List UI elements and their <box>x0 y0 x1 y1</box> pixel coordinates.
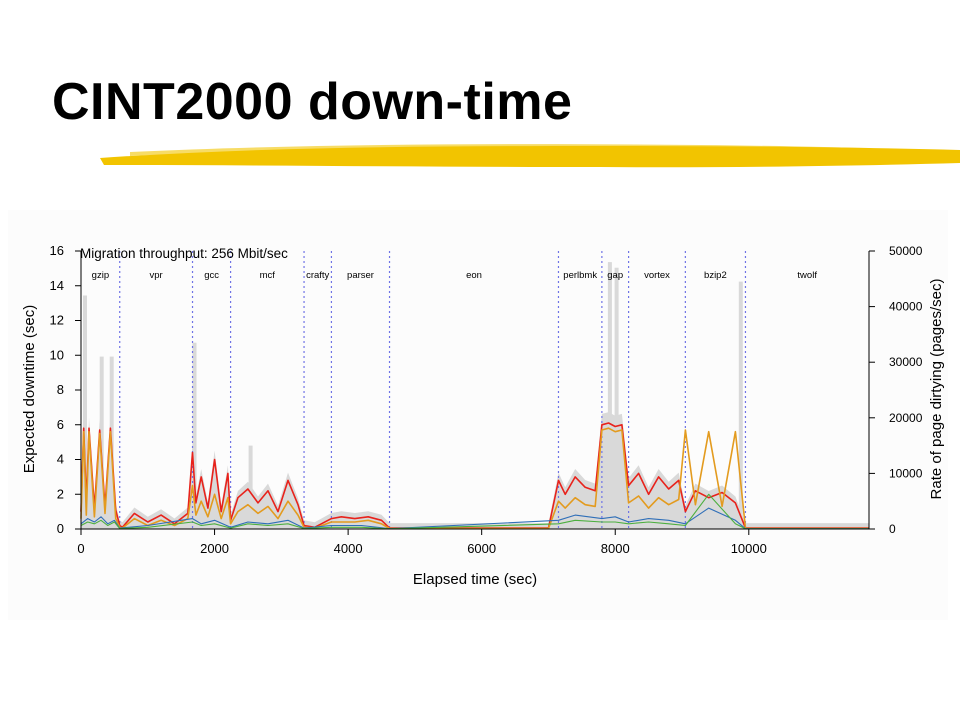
benchmark-label: mcf <box>260 270 276 281</box>
y-tick-label: 0 <box>57 521 64 536</box>
benchmark-label: twolf <box>797 270 817 281</box>
benchmark-label: vortex <box>644 270 670 281</box>
x-axis-label: Elapsed time (sec) <box>413 571 537 588</box>
dirty-rate-spike <box>99 356 104 529</box>
slide-title: CINT2000 down-time <box>52 73 573 131</box>
x-tick-label: 2000 <box>200 541 229 556</box>
y2-tick-label: 20000 <box>889 411 923 425</box>
dirty-rate-spike <box>614 267 619 529</box>
y-tick-label: 10 <box>50 347 64 362</box>
axis-layer: 0 2000 4000 6000 8000 10000 0 2 4 6 8 10 12 14 16 0 1000… <box>50 243 923 556</box>
y-axis-label: Expected downtime (sec) <box>21 305 38 473</box>
y2-tick-label: 40000 <box>889 300 923 314</box>
y2-axis-label: Rate of page dirtying (pages/sec) <box>928 279 945 500</box>
dirty-rate-area <box>81 412 869 529</box>
chart-panel <box>8 210 948 620</box>
benchmark-label: perlbmk <box>563 270 597 281</box>
dirty-rate-spike <box>738 281 743 529</box>
benchmark-label: crafty <box>306 270 329 281</box>
benchmark-label: gap <box>607 270 623 281</box>
y-tick-label: 16 <box>50 243 64 258</box>
y-tick-label: 2 <box>57 486 64 501</box>
benchmark-label: eon <box>466 270 482 281</box>
x-tick-label: 0 <box>77 541 84 556</box>
x-tick-label: 8000 <box>601 541 630 556</box>
title-underline-streak <box>130 144 945 156</box>
downtime-series-high <box>80 422 869 529</box>
y-tick-label: 6 <box>57 417 64 432</box>
y2-tick-label: 0 <box>889 522 896 536</box>
y-tick-label: 8 <box>57 382 64 397</box>
benchmark-label: bzip2 <box>704 270 727 281</box>
benchmark-label: parser <box>347 270 374 281</box>
y2-tick-label: 30000 <box>889 355 923 369</box>
x-tick-label: 10000 <box>731 541 767 556</box>
chart-title: Migration throughput: 256 Mbit/sec <box>80 246 288 261</box>
y-tick-label: 12 <box>50 313 64 328</box>
benchmark-label: gcc <box>204 270 219 281</box>
benchmark-label: gzip <box>92 270 109 281</box>
y-tick-label: 4 <box>57 452 64 467</box>
downtime-series-mid <box>80 427 869 530</box>
y2-tick-label: 50000 <box>889 244 923 258</box>
dirty-rate-spike <box>83 295 87 529</box>
y2-tick-label: 10000 <box>889 466 923 480</box>
plot-layer: gzip vpr gcc mcf crafty parser eon perlbmk gap vo… <box>80 251 869 530</box>
y-tick-label: 14 <box>50 278 64 293</box>
benchmark-label: vpr <box>149 270 162 281</box>
x-tick-label: 6000 <box>467 541 496 556</box>
x-tick-label: 4000 <box>334 541 363 556</box>
dirty-rate-spike <box>248 445 253 529</box>
dirty-rate-spike <box>607 262 612 529</box>
dirty-rate-spike <box>192 342 197 529</box>
